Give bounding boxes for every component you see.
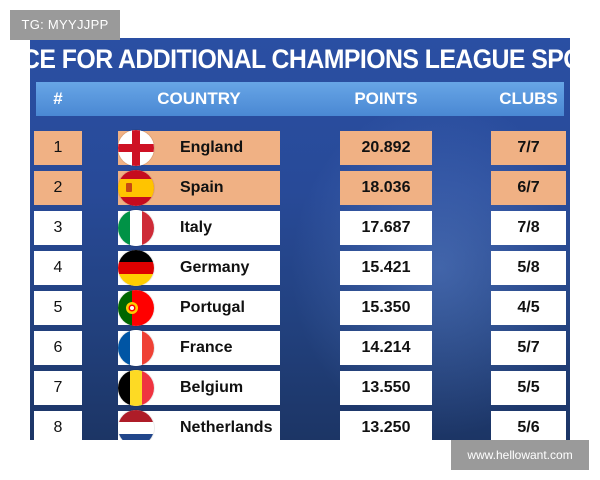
table-row: 1 England 20.892 7/7	[30, 130, 570, 166]
points-cell: 14.214	[340, 331, 432, 365]
clubs-cell: 5/5	[491, 371, 566, 405]
clubs-cell: 4/5	[491, 291, 566, 325]
table-header-band	[36, 82, 564, 116]
points-cell: 17.687	[340, 211, 432, 245]
spain-flag-icon	[118, 170, 154, 206]
points-cell: 13.550	[340, 371, 432, 405]
header-points: POINTS	[354, 89, 418, 108]
clubs-cell: 7/8	[491, 211, 566, 245]
rank-cell: 3	[34, 211, 82, 245]
clubs-cell: 5/6	[491, 411, 566, 440]
clubs-cell: 6/7	[491, 171, 566, 205]
rank-cell: 6	[34, 331, 82, 365]
rank-cell: 8	[34, 411, 82, 440]
rank-cell: 5	[34, 291, 82, 325]
header-country: COUNTRY	[157, 89, 241, 108]
poster-title: RACE FOR ADDITIONAL CHAMPIONS LEAGUE SPO…	[30, 43, 570, 74]
table-row: 4 Germany 15.421 5/8	[30, 250, 570, 286]
table-row: 6 France 14.214 5/7	[30, 330, 570, 366]
clubs-cell: 7/7	[491, 131, 566, 165]
table-row: 8 Netherlands 13.250 5/6	[30, 410, 570, 440]
website-watermark: www.hellowant.com	[451, 440, 589, 470]
points-cell: 13.250	[340, 411, 432, 440]
header-rank: #	[53, 89, 63, 108]
rank-cell: 1	[34, 131, 82, 165]
england-flag-icon	[118, 130, 154, 166]
belgium-flag-icon	[118, 370, 154, 406]
clubs-cell: 5/8	[491, 251, 566, 285]
points-cell: 20.892	[340, 131, 432, 165]
table-row: 5 Portugal 15.350 4/5	[30, 290, 570, 326]
rank-cell: 4	[34, 251, 82, 285]
points-cell: 15.421	[340, 251, 432, 285]
header-clubs: CLUBS	[499, 89, 558, 108]
points-cell: 15.350	[340, 291, 432, 325]
portugal-flag-icon	[118, 290, 154, 326]
table-row: 2 Spain 18.036 6/7	[30, 170, 570, 206]
table-row: 7 Belgium 13.550 5/5	[30, 370, 570, 406]
points-cell: 18.036	[340, 171, 432, 205]
rank-cell: 2	[34, 171, 82, 205]
telegram-watermark: TG: MYYJJPP	[10, 10, 120, 40]
table-row: 3 Italy 17.687 7/8	[30, 210, 570, 246]
netherlands-flag-icon	[118, 410, 154, 440]
clubs-cell: 5/7	[491, 331, 566, 365]
rank-cell: 7	[34, 371, 82, 405]
germany-flag-icon	[118, 250, 154, 286]
italy-flag-icon	[118, 210, 154, 246]
france-flag-icon	[118, 330, 154, 366]
poster: RACE FOR ADDITIONAL CHAMPIONS LEAGUE SPO…	[30, 38, 570, 440]
